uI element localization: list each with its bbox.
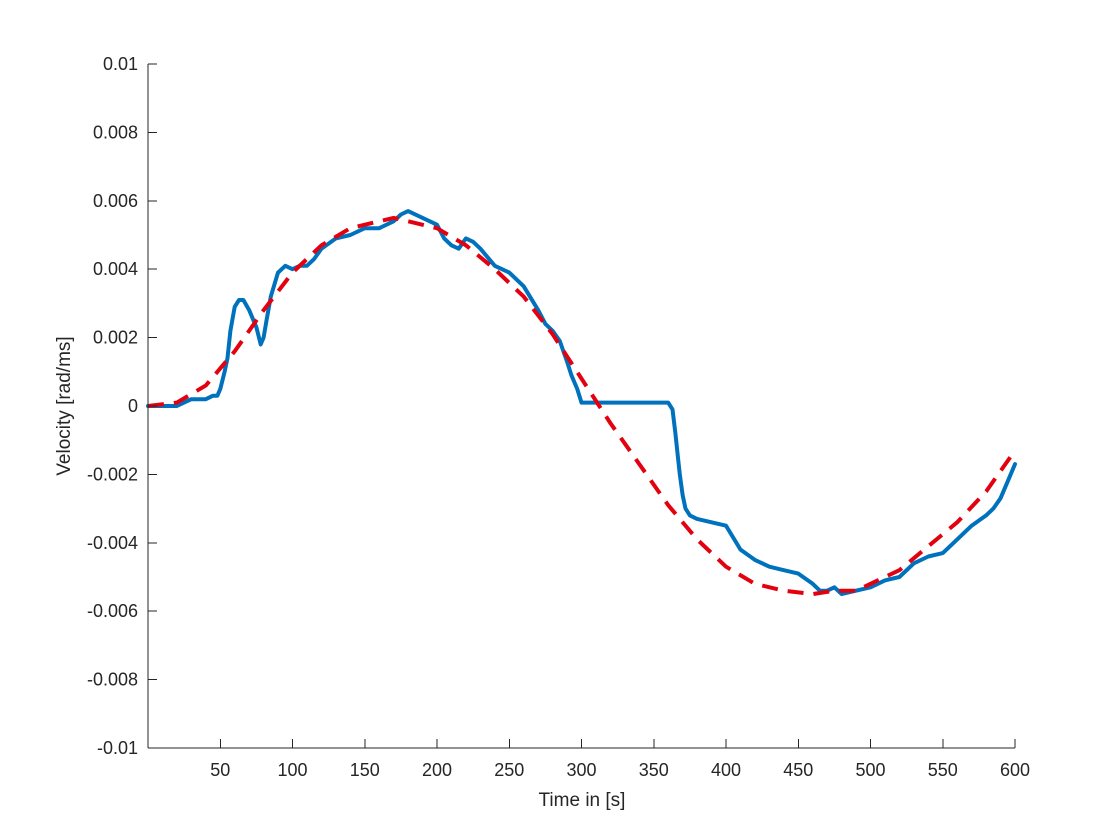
y-tick-label: 0.002 — [93, 328, 138, 348]
y-axis-label: Velocity [rad/ms] — [54, 336, 75, 475]
fit-curve-line — [147, 215, 1017, 597]
y-tick-label: -0.002 — [87, 464, 138, 484]
y-tick-label: 0.01 — [103, 54, 138, 74]
axes: 50 100 150 200 250 300 350 400 450 500 550 600 -0.01… — [87, 54, 1030, 780]
x-tick-label: 200 — [422, 760, 452, 780]
x-tick-label: 550 — [928, 760, 958, 780]
y-tick-label: -0.008 — [87, 670, 138, 690]
x-tick-label: 500 — [855, 760, 885, 780]
x-tick-label: 400 — [711, 760, 741, 780]
y-tick-label: 0.008 — [93, 122, 138, 142]
y-tick-label: -0.006 — [87, 601, 138, 621]
x-tick-label: 50 — [210, 760, 230, 780]
x-tick-label: 100 — [277, 760, 307, 780]
x-axis-label: Time in [s] — [539, 790, 626, 811]
x-tick-label: 150 — [350, 760, 380, 780]
plot-series — [146, 209, 1017, 597]
y-tick-label: -0.01 — [97, 738, 138, 758]
y-tick-label: 0.006 — [93, 191, 138, 211]
y-tick-label: 0.004 — [93, 259, 138, 279]
y-tick-label: 0 — [128, 396, 138, 416]
x-tick-label: 250 — [494, 760, 524, 780]
x-tick-label: 300 — [566, 760, 596, 780]
y-tick-label: -0.004 — [87, 533, 138, 553]
x-tick-label: 450 — [783, 760, 813, 780]
x-tick-label: 350 — [639, 760, 669, 780]
x-tick-label: 600 — [1000, 760, 1030, 780]
measured-velocity-line — [146, 209, 1017, 597]
